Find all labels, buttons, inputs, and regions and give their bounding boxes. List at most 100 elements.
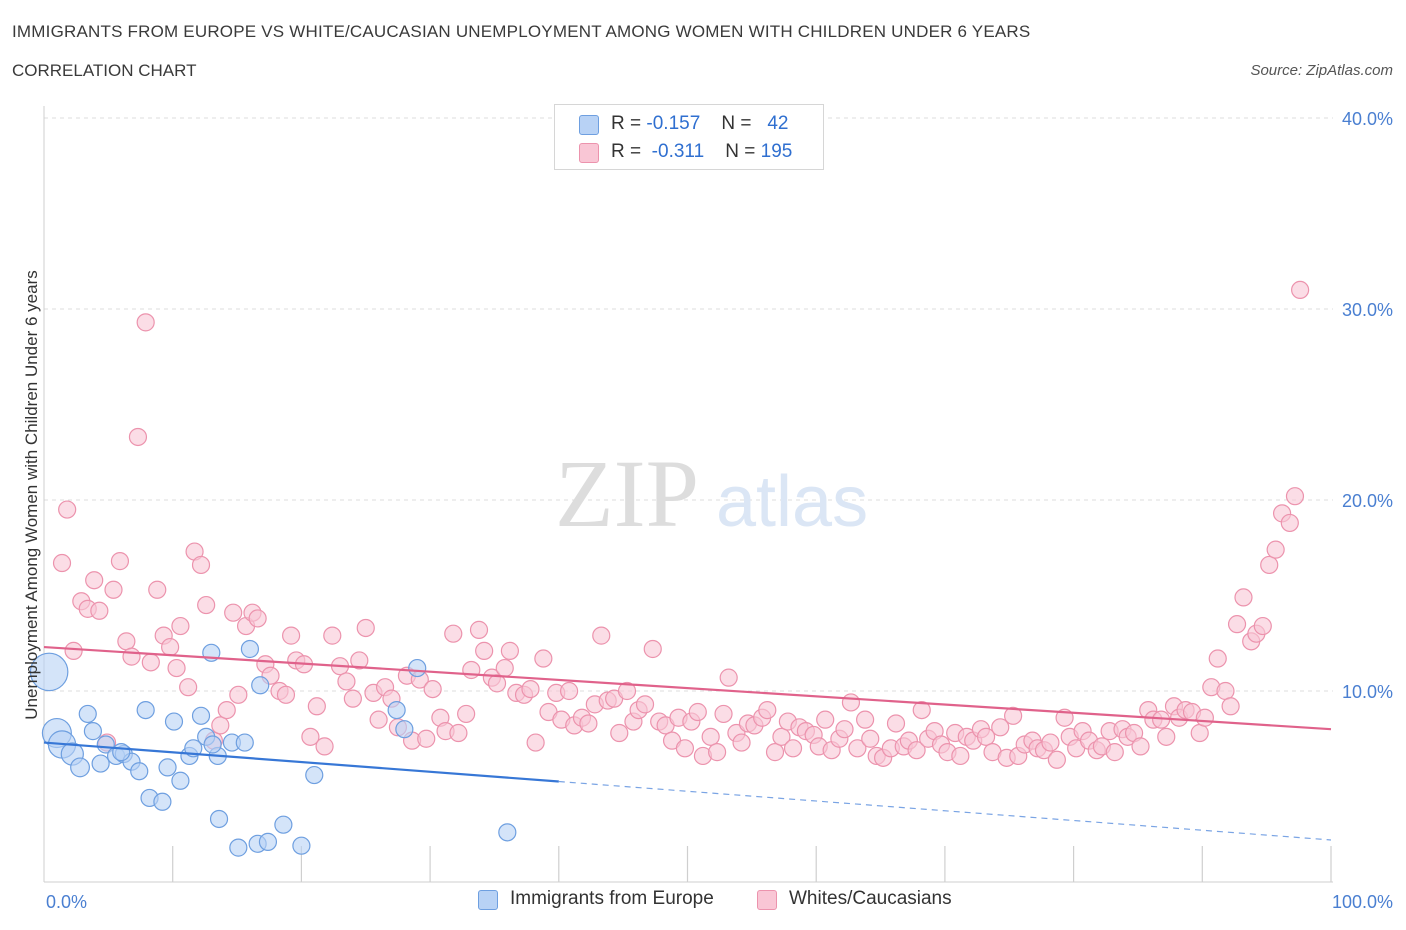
data-point-whites bbox=[148, 580, 167, 599]
data-point-whites bbox=[675, 739, 695, 758]
data-point-whites bbox=[1216, 681, 1235, 701]
data-point-whites bbox=[350, 651, 369, 670]
data-point-whites bbox=[449, 723, 468, 743]
data-point-whites bbox=[816, 710, 835, 729]
data-point-immigrants bbox=[96, 735, 115, 754]
data-point-whites bbox=[444, 624, 463, 643]
legend-r-label: R = bbox=[611, 141, 642, 162]
data-point-whites bbox=[229, 685, 248, 704]
data-point-whites bbox=[136, 313, 155, 332]
data-point-whites bbox=[886, 714, 906, 733]
data-point-whites bbox=[856, 710, 875, 729]
data-point-whites bbox=[343, 689, 362, 708]
data-point-whites bbox=[167, 658, 186, 678]
data-point-whites bbox=[783, 739, 803, 758]
data-point-whites bbox=[1285, 487, 1305, 506]
data-point-whites bbox=[1266, 540, 1285, 559]
data-point-whites bbox=[356, 618, 375, 638]
data-point-whites bbox=[701, 727, 720, 746]
data-point-whites bbox=[110, 552, 130, 571]
data-point-whites bbox=[90, 601, 109, 620]
chart-title: IMMIGRANTS FROM EUROPE VS WHITE/CAUCASIA… bbox=[12, 22, 1031, 41]
legend-swatch-immigrants bbox=[579, 115, 599, 135]
data-point-whites bbox=[1047, 750, 1066, 769]
correlation-legend: R = -0.157 N = 42 R = -0.311 N = 195 bbox=[554, 104, 824, 170]
legend-n-value: 195 bbox=[760, 141, 793, 162]
data-point-whites bbox=[307, 697, 326, 716]
data-point-whites bbox=[1227, 615, 1247, 634]
data-point-whites bbox=[117, 632, 136, 651]
data-point-whites bbox=[848, 739, 867, 758]
legend-n-label: N = bbox=[725, 141, 756, 162]
data-point-whites bbox=[1190, 723, 1209, 743]
y-tick-label: 40.0% bbox=[1342, 109, 1393, 129]
data-point-whites bbox=[772, 727, 791, 746]
data-point-immigrants bbox=[203, 735, 222, 754]
data-point-immigrants bbox=[240, 639, 260, 659]
data-point-whites bbox=[907, 741, 926, 760]
data-point-whites bbox=[224, 603, 243, 622]
data-point-whites bbox=[708, 743, 727, 762]
data-point-immigrants bbox=[191, 706, 211, 725]
data-point-whites bbox=[617, 681, 637, 701]
data-point-whites bbox=[179, 678, 198, 697]
data-point-whites bbox=[579, 714, 598, 733]
data-point-immigrants bbox=[251, 676, 270, 695]
trendline-immigrants bbox=[43, 741, 559, 783]
data-point-whites bbox=[462, 660, 481, 680]
data-point-whites bbox=[758, 700, 777, 720]
legend-n-label: N = bbox=[721, 113, 752, 134]
data-point-whites bbox=[643, 639, 662, 659]
data-point-immigrants bbox=[235, 733, 254, 752]
watermark: ZIP atlas bbox=[555, 440, 868, 547]
data-point-immigrants bbox=[83, 722, 103, 741]
data-point-whites bbox=[1221, 697, 1240, 716]
trendline-whites bbox=[43, 645, 1332, 731]
data-point-whites bbox=[1208, 649, 1227, 668]
data-point-whites bbox=[500, 641, 519, 660]
legend-r-value: -0.311 bbox=[651, 141, 705, 162]
data-point-whites bbox=[1291, 280, 1310, 299]
data-point-whites bbox=[469, 620, 489, 639]
data-point-immigrants bbox=[387, 700, 406, 720]
data-point-whites bbox=[475, 641, 494, 660]
data-point-whites bbox=[217, 700, 236, 720]
data-point-whites bbox=[1131, 737, 1150, 756]
chart-subtitle: CORRELATION CHART bbox=[12, 61, 197, 80]
data-point-immigrants bbox=[164, 712, 184, 731]
axes bbox=[43, 106, 1333, 883]
legend-swatch-whites bbox=[579, 143, 599, 163]
grid bbox=[44, 117, 1333, 692]
data-point-whites bbox=[861, 729, 880, 748]
data-point-whites bbox=[315, 737, 334, 756]
data-point-whites bbox=[128, 427, 148, 447]
data-point-whites bbox=[301, 727, 320, 746]
data-point-immigrants bbox=[171, 771, 190, 790]
data-point-immigrants bbox=[498, 823, 517, 842]
watermark-atlas: atlas bbox=[716, 462, 868, 542]
bottom-legend-label-whites: Whites/Caucasians bbox=[789, 888, 952, 909]
data-point-immigrants bbox=[408, 658, 427, 678]
data-point-whites bbox=[835, 720, 854, 739]
trendline-immigrants-extrapolated bbox=[558, 780, 1332, 841]
y-tick-label: 20.0% bbox=[1342, 491, 1393, 511]
data-point-whites bbox=[1260, 555, 1279, 575]
data-point-whites bbox=[487, 674, 507, 693]
source-label: Source: ZipAtlas.com bbox=[1250, 62, 1393, 79]
data-point-whites bbox=[976, 727, 996, 746]
data-point-whites bbox=[1280, 513, 1299, 533]
data-point-whites bbox=[1195, 708, 1214, 727]
data-point-whites bbox=[1041, 733, 1060, 752]
data-point-whites bbox=[369, 710, 388, 729]
bottom-legend-label-immigrants: Immigrants from Europe bbox=[510, 888, 714, 909]
data-point-immigrants bbox=[395, 720, 414, 739]
x-tick-label: 100.0% bbox=[1332, 892, 1393, 912]
x-tick-label: 0.0% bbox=[46, 892, 87, 912]
data-point-whites bbox=[323, 626, 342, 645]
data-point-whites bbox=[991, 718, 1010, 737]
data-point-whites bbox=[141, 653, 160, 672]
data-point-whites bbox=[719, 668, 738, 687]
data-point-whites bbox=[1253, 616, 1272, 636]
data-point-whites bbox=[1105, 743, 1124, 762]
